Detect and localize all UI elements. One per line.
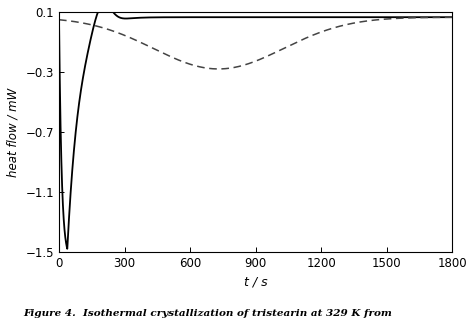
Text: Figure 4.  Isothermal crystallization of tristearin at 329 K from: Figure 4. Isothermal crystallization of … (24, 309, 392, 318)
X-axis label: t / s: t / s (244, 275, 267, 288)
Y-axis label: heat flow / mW: heat flow / mW (7, 87, 20, 177)
